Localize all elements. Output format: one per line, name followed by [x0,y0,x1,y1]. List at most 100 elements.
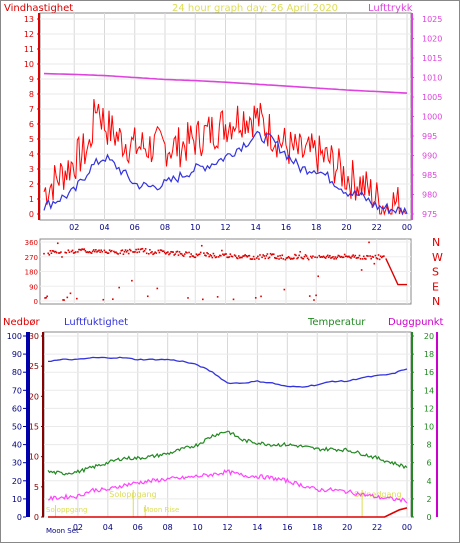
direction-point [140,248,143,250]
wind-x-tick-label: 06 [130,223,140,232]
direction-point [357,256,360,259]
direction-point [60,251,62,253]
direction-point [234,255,237,257]
pressure-y-axis-right: 975 980 985 990 995 1000 1005 1010 1015 1020 1025 [411,13,442,220]
direction-point [210,255,213,257]
direction-point [203,252,205,254]
direction-point [179,252,182,255]
direction-point [311,257,313,259]
direction-point [155,252,158,254]
direction-point [239,257,241,259]
direction-point [52,250,55,252]
rain-y-tick-label: 30 [12,459,22,468]
direction-point [285,257,288,259]
direction-point [70,250,73,253]
direction-point [184,253,186,255]
rain-axis-bar [26,332,30,517]
direction-point [142,250,145,253]
wind-y-tick-label: 5 [29,135,34,144]
direction-point [244,254,246,256]
direction-point [222,253,224,256]
direction-point [351,255,353,258]
humidity-y-axis: 0 5 10 15 20 25 30 [29,332,44,522]
direction-point [159,249,162,251]
temperature-y-tick-label: 6 [426,459,431,468]
direction-y-tick-label: 90 [29,283,38,291]
direction-point [315,294,317,297]
direction-point [280,257,282,259]
direction-point [304,254,307,256]
direction-point [308,295,311,297]
temperature-y-tick-label: 12 [424,404,434,413]
wind-series [43,72,408,216]
direction-point [212,252,215,255]
direction-point [186,252,188,254]
direction-point [233,254,236,256]
direction-point [272,253,275,256]
direction-point [158,251,161,254]
temperature-y-axis: 0 2 4 6 8 10 12 14 16 18 20 [411,332,438,522]
direction-point [218,254,221,257]
direction-point [152,253,154,256]
pressure-y-tick-label: 990 [422,152,437,161]
direction-point [62,299,64,301]
direction-point [103,249,106,252]
direction-point [288,257,291,259]
direction-point [163,251,166,254]
wind-y-tick-label: 0 [29,210,34,219]
direction-point [136,251,138,254]
direction-point [118,286,120,289]
compass-label: W [432,251,443,264]
wind-y-tick-label: 8 [29,90,34,99]
pressure-y-tick-label: 980 [422,191,437,200]
direction-y-tick-label: 180 [25,269,38,277]
direction-point [126,249,129,252]
direction-point [213,254,216,257]
direction-point [235,257,238,259]
direction-point [99,251,101,253]
direction-point [202,298,204,301]
direction-point [132,251,134,253]
direction-point [205,254,207,257]
direction-point [262,254,264,256]
direction-point [130,249,132,252]
direction-point [320,255,323,258]
direction-point [265,254,268,257]
pressure-y-tick-label: 1010 [422,74,442,83]
wind-x-tick-label: 14 [251,223,261,232]
direction-point [368,241,370,244]
humidity-x-tick-label: 04 [103,523,113,532]
direction-point [150,251,152,254]
direction-point [73,251,76,254]
pressure-y-tick-label: 1000 [422,113,442,122]
sunset-text: Solnedgang [354,490,401,499]
direction-point [200,244,203,247]
direction-point [176,250,179,253]
direction-point [276,257,278,260]
direction-point [76,297,78,300]
direction-point [347,256,349,258]
wind-x-tick-label: 02 [69,223,79,232]
dewpoint-series-line [47,469,408,504]
direction-point [271,253,274,255]
pressure-y-tick-label: 975 [422,210,437,219]
direction-point [269,252,272,255]
direction-point [85,251,88,254]
direction-point [207,252,209,255]
direction-point [181,254,184,257]
direction-point [95,249,97,251]
direction-point [352,254,354,256]
direction-point [204,254,206,257]
humidity-label: Luftfuktighet [64,317,128,328]
direction-point [54,250,57,253]
direction-point [354,254,357,257]
wind-y-tick-label: 4 [29,150,34,159]
direction-point [78,248,80,251]
direction-point [293,257,295,259]
pressure-y-tick-label: 1005 [422,93,442,102]
wind-y-tick-label: 13 [24,15,34,24]
direction-point [358,254,361,257]
direction-point [125,251,128,253]
direction-point [282,258,285,260]
direction-point [174,253,177,255]
